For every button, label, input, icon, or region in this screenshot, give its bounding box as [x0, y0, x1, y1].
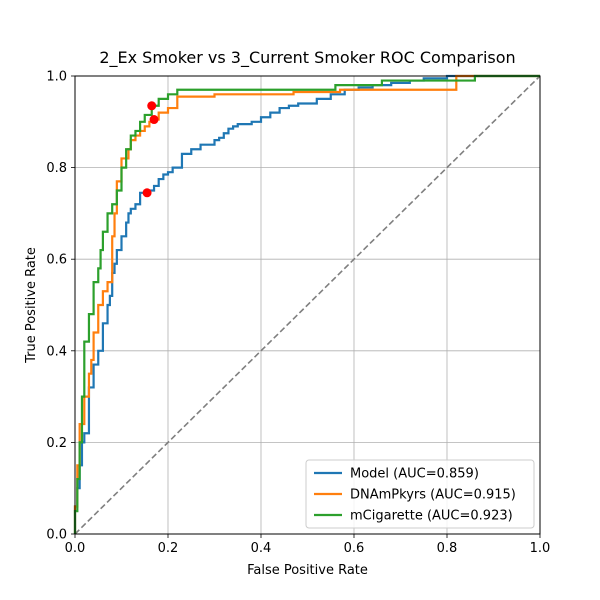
- axis-ticks: 0.00.0 0.2 0.2 0.4 0.4 0.6 0.6 0.8 0.8 1.0 1.0: [46, 70, 550, 557]
- series-lines: [73, 74, 540, 534]
- threshold-marker-1: [149, 115, 159, 125]
- threshold-marker-0: [142, 188, 152, 198]
- x-tick-label: 0.2: [158, 541, 179, 556]
- legend-label-2: mCigarette (AUC=0.923): [350, 509, 513, 524]
- y-tick-label: 0.4: [46, 344, 67, 359]
- plot-frame: [74, 75, 541, 535]
- x-tick-label: 0.0: [65, 541, 86, 556]
- series-line-1: [73, 74, 540, 534]
- legend-box: [305, 459, 535, 529]
- series-line-2: [73, 74, 540, 534]
- series-line-0: [73, 74, 540, 534]
- threshold-marker-2: [147, 101, 157, 111]
- x-axis-label: False Positive Rate: [247, 563, 368, 578]
- chance-diagonal-line: [74, 75, 541, 535]
- y-tick-label: 0.0: [46, 528, 67, 543]
- y-tick-label: 1.0: [46, 70, 67, 85]
- legend-label-0: Model (AUC=0.859): [350, 467, 479, 482]
- x-tick-label: 1.0: [530, 541, 551, 556]
- x-tick-label: 0.6: [344, 541, 365, 556]
- threshold-markers: [142, 101, 159, 198]
- y-tick-label: 0.8: [46, 161, 67, 176]
- x-tick-label: 0.8: [437, 541, 458, 556]
- y-tick-label: 0.2: [46, 436, 67, 451]
- y-axis-label: True Positive Rate: [24, 247, 39, 364]
- x-tick-label: 0.4: [251, 541, 272, 556]
- legend-label-1: DNAmPkyrs (AUC=0.915): [350, 488, 516, 503]
- chart-title: 2_Ex Smoker vs 3_Current Smoker ROC Comp…: [99, 48, 515, 68]
- y-tick-label: 0.6: [46, 253, 67, 268]
- legend: Model (AUC=0.859) DNAmPkyrs (AUC=0.915) mC…: [305, 459, 535, 529]
